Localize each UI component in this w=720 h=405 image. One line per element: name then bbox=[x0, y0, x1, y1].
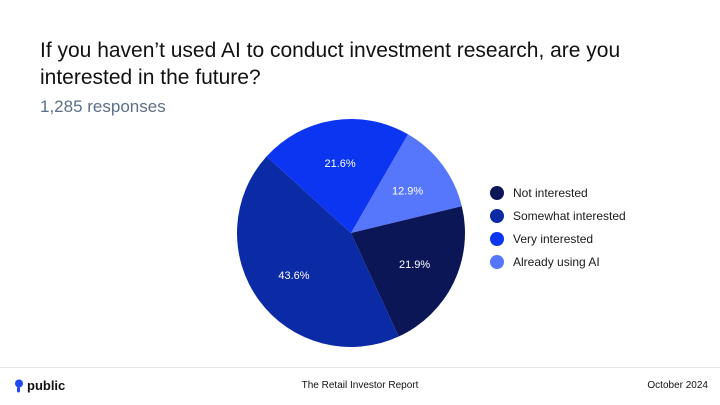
brand-name: public bbox=[27, 378, 66, 393]
slice-label-very-interested: 21.6% bbox=[324, 158, 355, 170]
public-logo-icon bbox=[15, 379, 23, 392]
pie-slice-somewhat-interested bbox=[236, 156, 399, 347]
legend-label: Already using AI bbox=[513, 254, 600, 269]
legend-item-very-interested: Very interested bbox=[490, 227, 626, 250]
legend-swatch bbox=[490, 231, 504, 246]
legend: Not interested Somewhat interested Very in… bbox=[490, 181, 626, 273]
pie-slice-not-interested bbox=[351, 206, 465, 337]
footer: public The Retail Investor Report Octobe… bbox=[0, 367, 720, 405]
chart-subtitle: 1,285 responses bbox=[40, 97, 166, 116]
chart-title: If you haven’t used AI to conduct invest… bbox=[40, 39, 621, 89]
legend-swatch bbox=[490, 185, 504, 200]
pie-slice-already-using-ai bbox=[351, 134, 462, 233]
pie-slice-very-interested bbox=[266, 119, 408, 233]
legend-item-not-interested: Not interested bbox=[490, 181, 626, 204]
slice-label-already-using-ai: 12.9% bbox=[392, 186, 423, 198]
legend-item-already-using-ai: Already using AI bbox=[490, 250, 626, 273]
report-name: The Retail Investor Report bbox=[301, 380, 419, 391]
slice-label-not-interested: 21.9% bbox=[399, 259, 430, 271]
legend-swatch bbox=[490, 208, 504, 223]
footer-divider bbox=[0, 367, 720, 368]
legend-item-somewhat-interested: Somewhat interested bbox=[490, 204, 626, 227]
brand-logo: public bbox=[14, 378, 65, 393]
legend-swatch bbox=[490, 254, 504, 269]
legend-label: Not interested bbox=[513, 185, 588, 200]
legend-label: Somewhat interested bbox=[513, 208, 626, 223]
report-date: October 2024 bbox=[647, 380, 708, 391]
slice-label-somewhat-interested: 43.6% bbox=[278, 270, 309, 282]
legend-label: Very interested bbox=[513, 231, 594, 246]
